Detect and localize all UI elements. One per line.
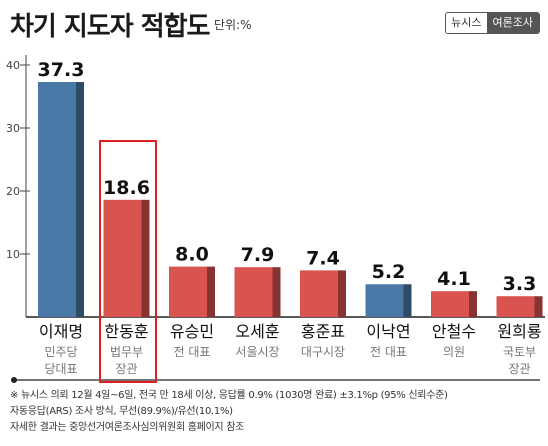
- category-label: 오세훈: [235, 322, 279, 341]
- category-subtitle: 의원: [443, 345, 465, 359]
- bar: [496, 296, 535, 317]
- bar-shade: [207, 266, 215, 317]
- bar-shade: [76, 82, 84, 317]
- bar-shade: [141, 199, 150, 317]
- value-label: 8.0: [175, 244, 209, 266]
- bar: [431, 291, 469, 317]
- value-label: 5.2: [372, 261, 406, 283]
- y-tick-label: 10: [6, 248, 20, 261]
- category-label: 원희룡: [497, 322, 541, 341]
- bar-shade: [338, 270, 346, 317]
- category-subtitle: 국토부: [503, 345, 536, 359]
- footnote-line-2: 자동응답(ARS) 조사 방식, 무선(89.9%)/유선(10.1%): [10, 406, 233, 417]
- value-label: 7.9: [241, 244, 275, 266]
- category-subtitle: 법무부: [110, 345, 143, 359]
- bar: [234, 267, 273, 317]
- category-subtitle: 장관: [508, 362, 530, 376]
- category-label: 이낙연: [366, 322, 410, 341]
- value-label: 3.3: [503, 273, 537, 295]
- value-label: 7.4: [306, 247, 340, 269]
- bar: [169, 266, 207, 317]
- category-label: 한동훈: [104, 322, 148, 341]
- brand-name: 뉴시스: [446, 13, 487, 33]
- category-subtitle: 서울시장: [235, 345, 279, 359]
- bar-shade: [534, 296, 543, 317]
- category-subtitle: 당대표: [44, 362, 77, 376]
- y-tick-label: 20: [6, 185, 20, 198]
- footnote: ※ 뉴시스 의뢰 12월 4일~6일, 전국 만 18세 이상, 응답률 0.9…: [10, 388, 540, 436]
- bar-shade: [403, 284, 412, 317]
- footnote-line-3: 자세한 결과는 중앙선거여론조사심의위원회 홈페이지 참조: [10, 422, 245, 433]
- category-subtitle: 장관: [115, 362, 137, 376]
- category-label: 홍준표: [301, 322, 345, 341]
- category-label: 안철수: [432, 322, 476, 341]
- category-label: 유승민: [170, 322, 214, 341]
- value-label: 37.3: [38, 59, 85, 81]
- highlight-box: [99, 140, 157, 383]
- chart-title: 차기 지도자 적합도: [10, 12, 210, 42]
- bar: [300, 270, 338, 317]
- category-subtitle: 전 대표: [174, 345, 211, 359]
- bar-shade: [469, 291, 477, 317]
- brand-section: 여론조사: [486, 13, 539, 33]
- value-label: 4.1: [437, 268, 471, 290]
- category-label: 이재명: [39, 322, 83, 341]
- bar: [103, 199, 142, 317]
- value-label: 18.6: [103, 177, 150, 199]
- bar: [38, 82, 76, 317]
- footnote-line-1: ※ 뉴시스 의뢰 12월 4일~6일, 전국 만 18세 이상, 응답률 0.9…: [10, 390, 448, 401]
- category-subtitle: 전 대표: [370, 345, 407, 359]
- category-subtitle: 민주당: [44, 345, 77, 359]
- category-subtitle: 대구시장: [301, 345, 345, 359]
- bar: [365, 284, 404, 317]
- bar-shade: [272, 267, 281, 317]
- brand-badge: 뉴시스 여론조사: [445, 12, 540, 34]
- y-tick-label: 30: [6, 122, 20, 135]
- y-tick-label: 40: [6, 59, 20, 72]
- unit-label: 단위:%: [214, 18, 252, 32]
- separator-dot: [11, 377, 17, 383]
